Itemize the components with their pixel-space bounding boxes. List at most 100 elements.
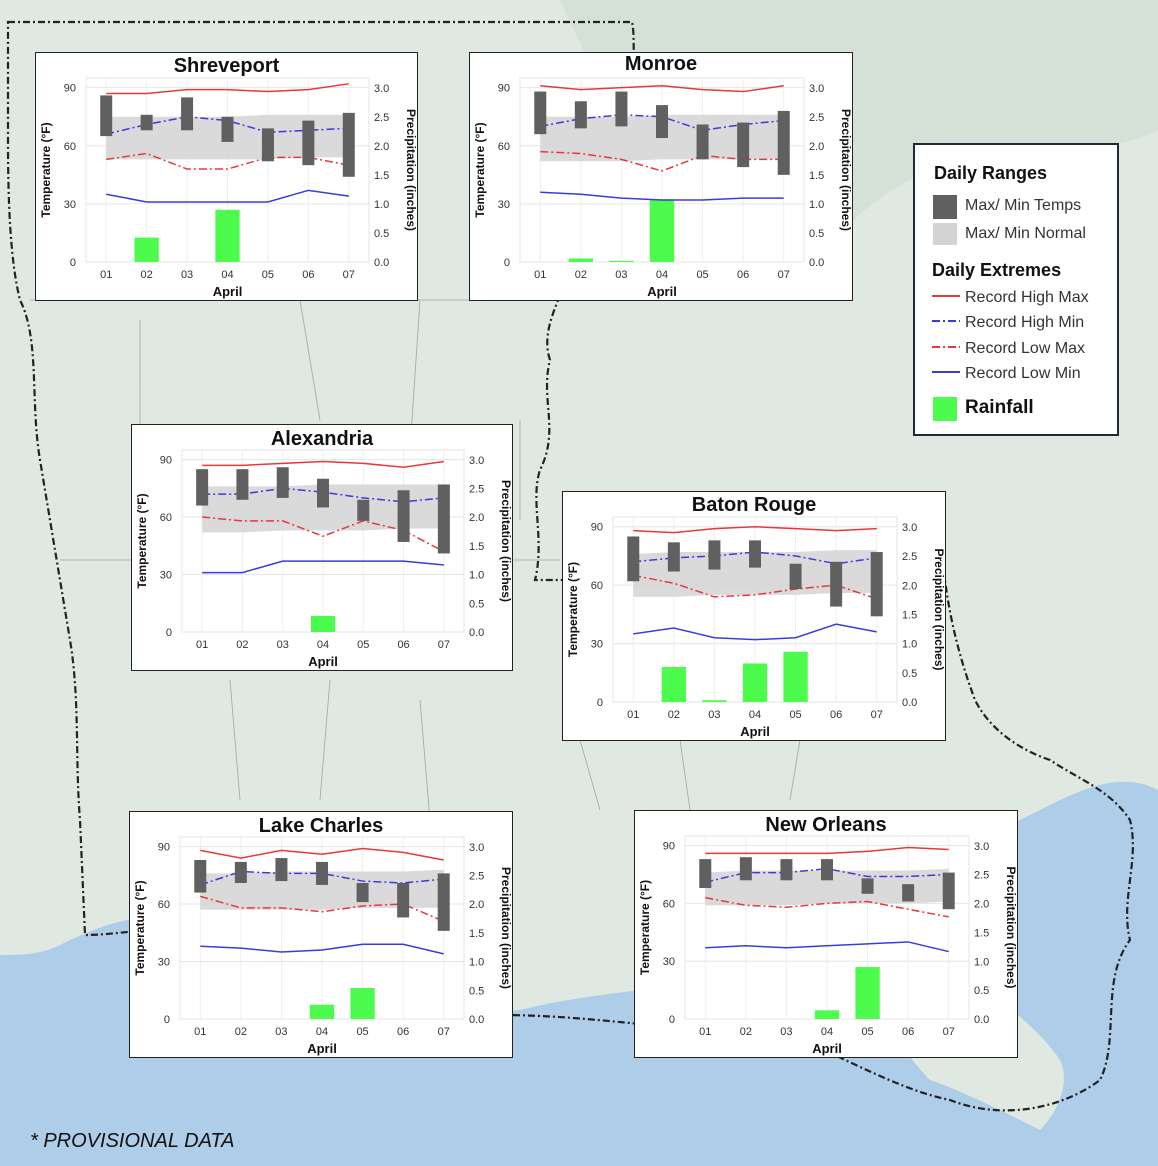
normal-band [633,550,877,597]
temp-range-bar [902,884,915,902]
y-tick-label: 0 [669,1014,675,1026]
rainfall-bar [742,663,768,702]
x-tick-label: 01 [534,269,546,281]
normal-band [705,868,949,906]
rainfall-bar [783,651,808,702]
x-tick-label: 04 [749,709,761,721]
x-tick-label: 01 [699,1026,711,1038]
legend-label: Max/ Min Temps [965,197,1082,214]
chart-panel-baton-rouge: Baton Rouge 0 30 60 90 0.0 0.5 1.0 1.5 2.0 2.5 3.0… [562,491,946,741]
record-low-max-line [106,152,349,170]
y2-tick-label: 0.0 [809,257,824,269]
temp-range-bar [574,101,587,129]
record-high-max-line [540,84,784,93]
rainfall-bar [814,1010,840,1019]
temp-range-bar [821,859,833,881]
temp-range-bar [181,97,194,131]
x-tick-label: 04 [821,1026,833,1038]
y2-tick-label: 1.0 [469,570,484,582]
y2-tick-label: 0.5 [374,228,389,240]
x-tick-label: 02 [141,269,153,281]
y2-axis-label: Precipitation (inches) [932,548,946,670]
temp-range-bar [656,105,668,139]
y2-tick-label: 2.0 [974,899,989,911]
y2-tick-label: 1.0 [809,199,824,211]
y-axis-label: Temperature (°F) [135,493,149,588]
legend-line-record-high-min [932,320,960,322]
rainfall-bar [309,1004,335,1019]
y2-tick-label: 3.0 [902,522,917,534]
legend-item-rainfall: Rainfall [915,397,1115,421]
y-tick-label: 90 [160,455,172,467]
x-tick-label: 07 [438,639,450,651]
temp-range-bar [437,484,450,554]
temp-range-bar [357,499,370,521]
temp-range-bar [302,120,315,166]
rainfall-bar [609,260,634,262]
y2-tick-label: 0.0 [902,697,917,709]
y-tick-label: 30 [158,957,170,969]
record-low-min-line [540,191,784,201]
x-tick-label: 03 [615,269,627,281]
chart-title: Alexandria [270,428,374,450]
temp-range-bar [437,873,450,931]
chart-title: Lake Charles [258,815,384,837]
legend-item-max-min-temps: Max/ Min Temps [915,195,1115,219]
y2-tick-label: 2.0 [469,899,484,911]
y-tick-label: 30 [64,199,76,211]
chart-plot: 0 30 60 90 0.0 0.5 1.0 1.5 2.0 2.5 3.0 01 02 03 04 05 06… [39,77,418,299]
y2-tick-label: 2.5 [974,870,989,882]
legend-line-record-high-max [932,295,960,297]
y2-tick-label: 0.0 [469,1014,484,1026]
record-low-max-line [633,574,877,600]
y2-tick-label: 2.5 [809,112,824,124]
y2-tick-label: 2.0 [374,141,389,153]
y2-tick-label: 3.0 [374,83,389,95]
x-tick-label: 03 [275,1026,287,1038]
chart-panel-lake-charles: Lake Charles 0 30 60 90 0.0 0.5 1.0 1.5 2.0 2.5 3.… [129,811,513,1058]
chart-plot: 0 30 60 90 0.0 0.5 1.0 1.5 2.0 2.5 3.0 01 02 03 04 05 06… [638,835,1018,1056]
chart-panel-new-orleans: New Orleans 0 30 60 90 0.0 0.5 1.0 1.5 2.0 2.5 3.0… [634,810,1018,1058]
y2-tick-label: 1.5 [374,170,389,182]
y2-tick-label: 1.5 [469,541,484,553]
y-tick-label: 30 [663,956,675,968]
x-tick-label: 06 [397,639,409,651]
temp-range-bar [140,114,153,131]
x-tick-label: 06 [397,1026,409,1038]
y2-tick-label: 0.5 [809,228,824,240]
legend-label: Max/ Min Normal [965,225,1086,242]
temp-range-bar [275,858,288,882]
x-tick-label: 07 [871,709,883,721]
y-axis-label: Temperature (°F) [638,880,652,975]
normal-band [200,869,444,910]
x-tick-label: 06 [737,269,749,281]
y-tick-label: 30 [498,199,510,211]
rainfall-bar [215,209,240,262]
y2-tick-label: 1.0 [902,639,917,651]
y2-tick-label: 3.0 [469,455,484,467]
temp-range-bar [870,552,883,617]
x-tick-label: 02 [236,639,248,651]
y2-axis-label: Precipitation (inches) [499,480,513,602]
record-low-max-line [200,895,445,922]
y2-tick-label: 1.5 [902,609,917,621]
legend-item-record-high-min: Record High Min [915,312,1115,336]
temp-range-bar [861,878,874,894]
y-tick-label: 60 [498,141,510,153]
y-tick-label: 60 [158,899,170,911]
temp-range-bar [196,469,209,506]
record-high-max-line [106,83,349,95]
x-tick-label: 03 [181,269,193,281]
temp-range-bar [534,91,547,135]
chart-title: Shreveport [173,55,280,77]
y2-tick-label: 2.0 [809,141,824,153]
legend-daily-ranges-title: Daily Ranges [934,163,1048,183]
chart-title: New Orleans [765,814,887,836]
y-tick-label: 90 [158,842,170,854]
y2-axis-label: Precipitation (inches) [839,109,853,231]
temp-range-bar [236,469,249,500]
record-high-max-line [202,460,444,468]
y2-tick-label: 0.5 [974,985,989,997]
temp-range-bar [397,490,410,542]
record-low-max-line [705,896,949,918]
